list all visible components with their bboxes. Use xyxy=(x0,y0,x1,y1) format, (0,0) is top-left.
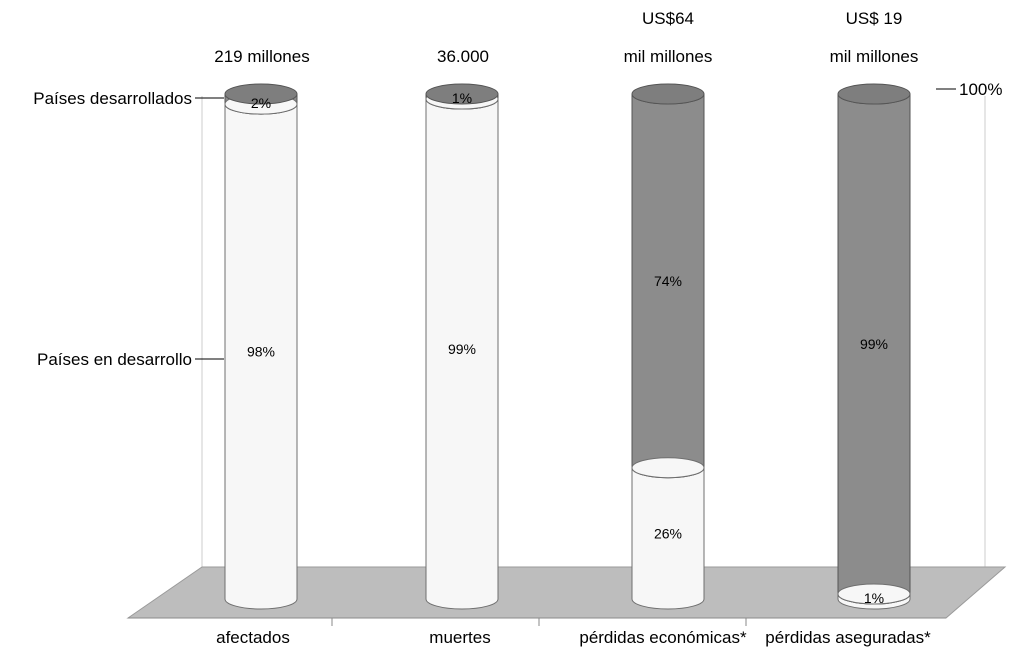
cylinder-top-cap xyxy=(837,83,911,105)
total-label: 36.000 xyxy=(437,47,489,66)
category-label: pérdidas económicas* xyxy=(579,628,747,647)
value-label-en-desarrollo: 98% xyxy=(247,344,275,360)
category-label: muertes xyxy=(429,628,490,647)
series-label-desarrollados: Países desarrollados xyxy=(33,89,192,108)
value-label-en-desarrollo: 99% xyxy=(448,341,476,357)
value-label-desarrollados: 1% xyxy=(452,90,472,106)
value-label-en-desarrollo: 26% xyxy=(654,525,682,541)
cylinder-split-face xyxy=(631,457,705,479)
cylinder-top-cap xyxy=(631,83,705,105)
cylinder-top-cap xyxy=(224,83,298,105)
total-label: US$ 19 xyxy=(846,9,903,28)
value-label-en-desarrollo: 1% xyxy=(864,590,884,606)
value-label-desarrollados: 2% xyxy=(251,95,271,111)
cylinder-top-cap xyxy=(425,83,499,105)
value-label-desarrollados: 74% xyxy=(654,273,682,289)
category-label: pérdidas aseguradas* xyxy=(765,628,931,647)
total-label: mil millones xyxy=(830,47,919,66)
cylinder-split-face xyxy=(837,583,911,605)
total-label: 219 millones xyxy=(214,47,309,66)
top-marker-label: 100% xyxy=(959,80,1002,99)
cylinders-layer: 98% 2% 99% 1% 26% 74% 1% 99% xyxy=(224,83,911,610)
total-label: mil millones xyxy=(624,47,713,66)
total-label: US$64 xyxy=(642,9,694,28)
category-label: afectados xyxy=(216,628,290,647)
series-label-en-desarrollo: Países en desarrollo xyxy=(37,350,192,369)
value-label-desarrollados: 99% xyxy=(860,336,888,352)
